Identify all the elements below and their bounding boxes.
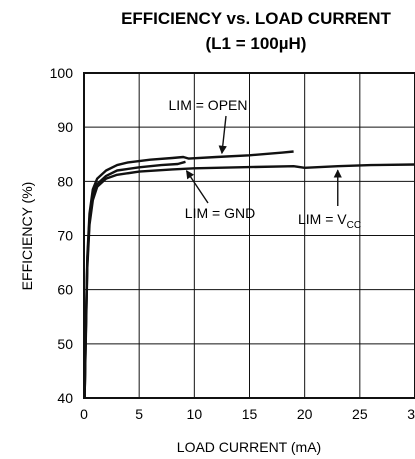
tick-labels: 0 5 10 15 20 25 30 40 50 60 70 80 90 100 — [50, 65, 415, 422]
x-tick-label: 25 — [352, 406, 368, 422]
annotation-arrow-open — [218, 115, 227, 155]
annotation-arrow-gnd — [185, 170, 209, 204]
grid — [84, 73, 415, 398]
x-tick-label: 15 — [242, 406, 258, 422]
x-tick-label: 30 — [407, 406, 415, 422]
annotation-label-gnd: LIM = GND — [185, 205, 255, 221]
series-line — [83, 150, 294, 399]
annotations: LIM = OPEN LIM = GND LIM = VCC — [169, 97, 362, 231]
y-tick-label: 70 — [57, 228, 73, 244]
annotation-label-open: LIM = OPEN — [169, 97, 248, 113]
y-tick-label: 90 — [57, 119, 73, 135]
x-tick-label: 20 — [297, 406, 313, 422]
chart-title: EFFICIENCY vs. LOAD CURRENT — [121, 9, 391, 28]
annotation-label-vcc: LIM = VCC — [298, 211, 361, 231]
y-tick-label: 80 — [57, 173, 73, 189]
y-tick-label: 50 — [57, 336, 73, 352]
y-axis-label: EFFICIENCY (%) — [19, 182, 35, 291]
series-line — [83, 163, 415, 399]
y-tick-label: 60 — [57, 282, 73, 298]
x-tick-label: 10 — [187, 406, 203, 422]
chart-subtitle: (L1 = 100µH) — [206, 34, 307, 53]
x-tick-label: 0 — [80, 406, 88, 422]
series-line — [83, 160, 186, 399]
y-tick-label: 40 — [57, 390, 73, 406]
x-axis-label: LOAD CURRENT (mA) — [177, 439, 321, 455]
x-tick-label: 5 — [135, 406, 143, 422]
y-tick-label: 100 — [50, 65, 74, 81]
series-lines — [83, 150, 415, 399]
plot-frame — [83, 72, 415, 399]
